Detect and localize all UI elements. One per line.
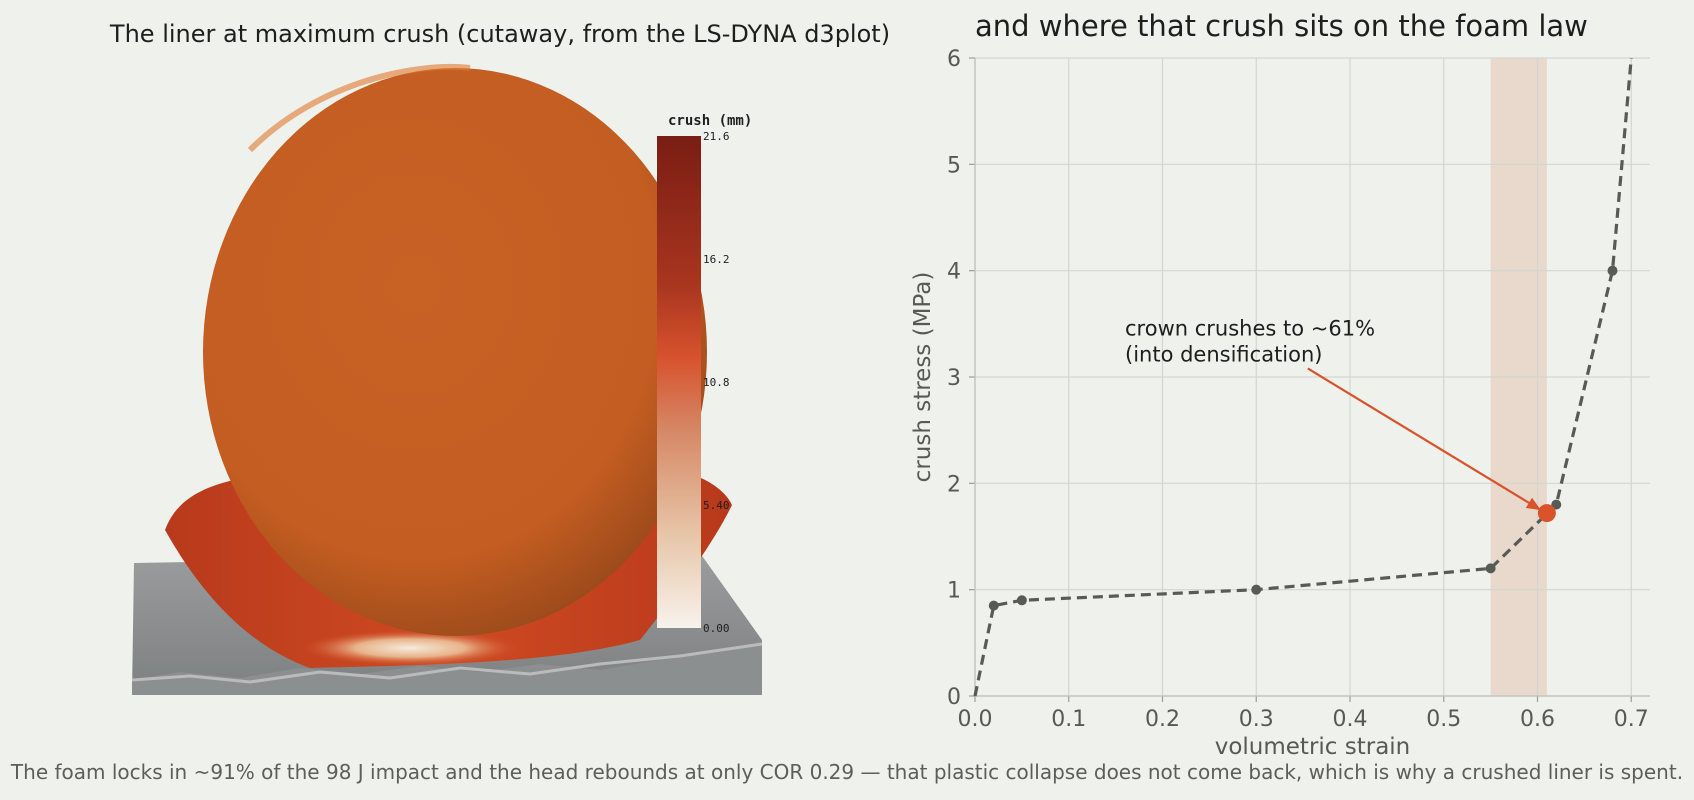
headform (203, 68, 707, 636)
x-tick-label: 0.3 (1239, 707, 1274, 732)
x-tick-label: 0.5 (1426, 707, 1461, 732)
x-axis-label: volumetric strain (1215, 734, 1411, 760)
data-point (1485, 563, 1496, 574)
x-tick-label: 0.1 (1051, 707, 1086, 732)
y-tick-label: 1 (947, 579, 961, 604)
y-tick-label: 4 (947, 260, 961, 285)
y-tick-label: 2 (947, 472, 961, 497)
data-point (1551, 499, 1562, 510)
max-crush-point (1537, 504, 1556, 523)
y-tick-label: 3 (947, 366, 961, 391)
colorbar-tick-label: 10.8 (703, 376, 730, 389)
annotation-arrowhead (1525, 497, 1541, 511)
colorbar-tick-label: 16.2 (703, 253, 730, 266)
caption: The foam locks in ~91% of the 98 J impac… (10, 760, 1684, 784)
y-tick-label: 5 (947, 153, 961, 178)
y-tick-label: 0 (947, 685, 961, 710)
right-panel-title: and where that crush sits on the foam la… (975, 9, 1588, 43)
x-tick-label: 0.7 (1614, 707, 1649, 732)
annotation-arrow (1307, 367, 1542, 512)
left-panel-title: The liner at maximum crush (cutaway, fro… (109, 20, 891, 48)
annotation-text: (into densification) (1125, 343, 1323, 367)
x-tick-label: 0.6 (1520, 707, 1555, 732)
annotation-text: crown crushes to ~61% (1125, 317, 1375, 341)
y-tick-label: 6 (947, 47, 961, 72)
data-point (1251, 584, 1262, 595)
colorbar-title: crush (mm) (668, 113, 752, 129)
x-tick-label: 0.0 (958, 707, 993, 732)
data-point (988, 600, 999, 611)
x-tick-label: 0.2 (1145, 707, 1180, 732)
colorbar-tick-label: 5.40 (703, 499, 730, 512)
colorbar-tick-label: 21.6 (703, 130, 730, 143)
x-tick-label: 0.4 (1333, 707, 1368, 732)
data-point (1607, 265, 1618, 276)
colorbar-tick-label: 0.00 (703, 622, 730, 635)
colorbar (657, 136, 701, 628)
data-point (1016, 595, 1027, 606)
y-axis-label: crush stress (MPa) (910, 272, 936, 483)
